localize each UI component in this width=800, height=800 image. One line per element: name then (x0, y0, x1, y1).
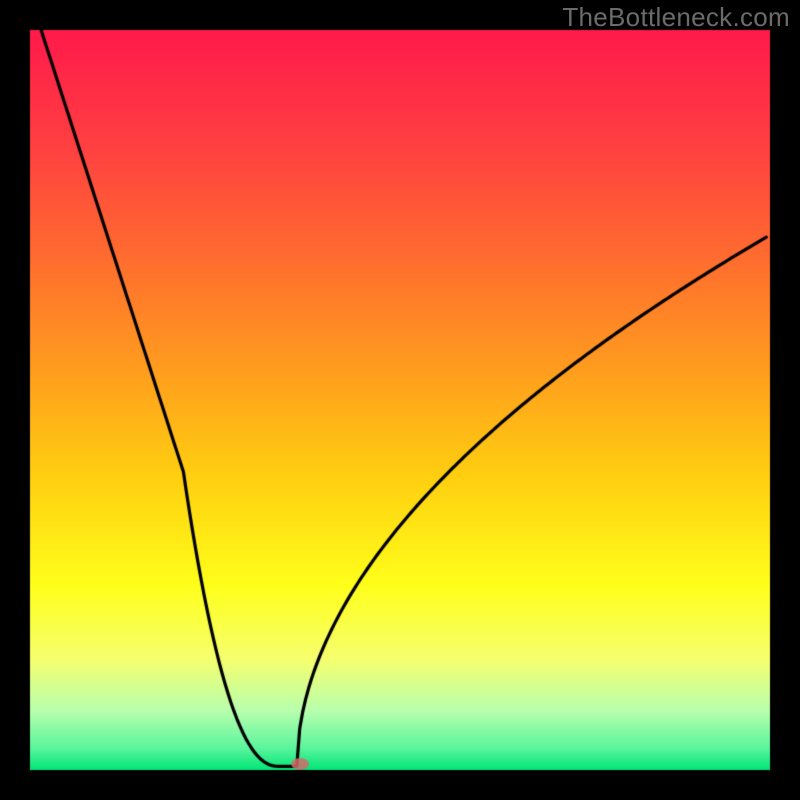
bottleneck-plot-canvas (0, 0, 800, 800)
watermark-text: TheBottleneck.com (562, 2, 790, 33)
chart-frame: TheBottleneck.com (0, 0, 800, 800)
